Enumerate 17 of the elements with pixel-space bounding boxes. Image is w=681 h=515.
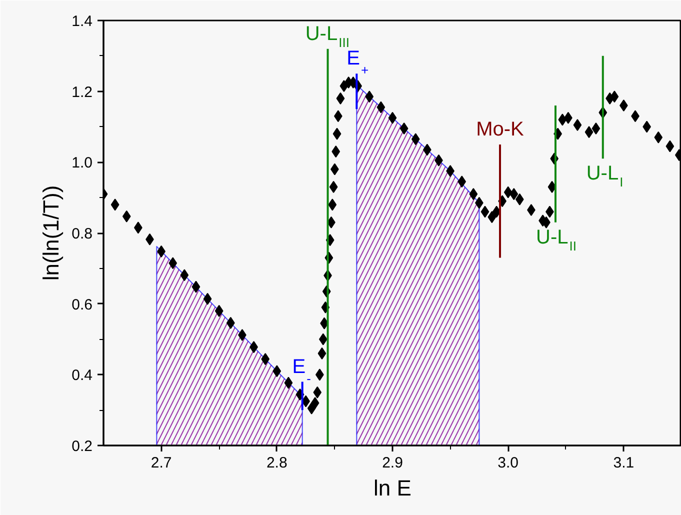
x-tick-label: 2.7 [150,454,172,472]
y-tick-label: 0.4 [72,367,93,384]
y-tick-label: 0.2 [72,438,93,455]
y-tick-label: 0.8 [72,226,93,242]
y-tick-label: 1.2 [72,84,93,101]
x-tick-label: 3.1 [613,454,634,472]
y-tick-label: 1.4 [72,13,93,30]
annotation: E- [292,356,311,386]
y-tick-label: 1.0 [72,154,93,172]
y-axis-title: ln(ln(1/T)) [38,185,64,281]
x-axis-title: ln E [374,476,412,500]
annotation: Mo-K [476,118,525,140]
x-tick-label: 2.9 [382,454,403,472]
annotation: E+ [346,48,369,78]
x-tick-label: 3.0 [498,454,519,472]
x-tick-label: 2.8 [266,454,288,472]
y-tick-label: 0.6 [72,296,93,314]
